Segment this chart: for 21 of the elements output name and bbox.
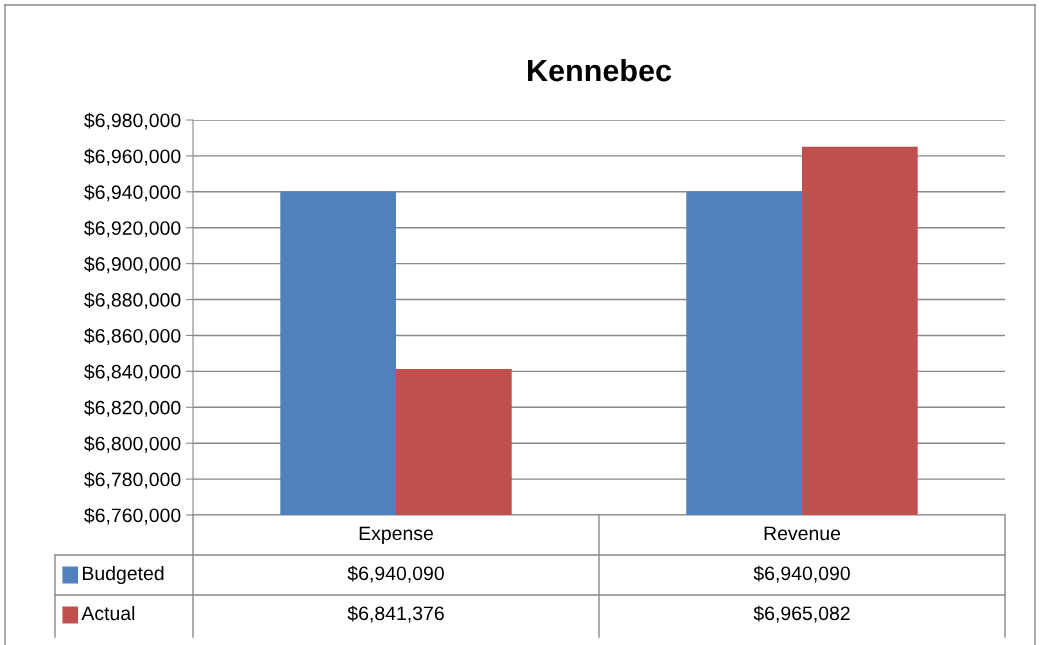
- legend-label: Budgeted: [82, 565, 164, 585]
- y-tick-label: $6,840,000: [84, 364, 181, 381]
- data-label: $6,841,376: [347, 605, 444, 623]
- x-tick-label: Revenue: [764, 526, 841, 541]
- y-tick-label: $6,880,000: [84, 292, 181, 310]
- y-tick-label: $6,800,000: [84, 435, 181, 453]
- y-tick-label: $6,820,000: [84, 399, 181, 417]
- y-tick-label: $6,960,000: [84, 148, 181, 166]
- y-tick-label: $6,980,000: [84, 112, 181, 130]
- data-label: $6,940,090: [347, 565, 444, 583]
- y-tick-label: $6,940,000: [84, 184, 181, 202]
- chart-title: Kennebec: [528, 58, 672, 82]
- data-label: $6,965,082: [753, 605, 850, 623]
- y-tick-label: $6,920,000: [84, 220, 181, 238]
- y-tick-label: $6,780,000: [84, 471, 181, 489]
- y-tick-label: $6,760,000: [84, 507, 181, 525]
- data-label: $6,940,090: [753, 565, 850, 583]
- x-tick-label: Expense: [359, 526, 433, 545]
- y-tick-label: $6,900,000: [84, 256, 181, 274]
- legend-label: Actual: [81, 605, 135, 621]
- y-tick-label: $6,860,000: [84, 328, 181, 345]
